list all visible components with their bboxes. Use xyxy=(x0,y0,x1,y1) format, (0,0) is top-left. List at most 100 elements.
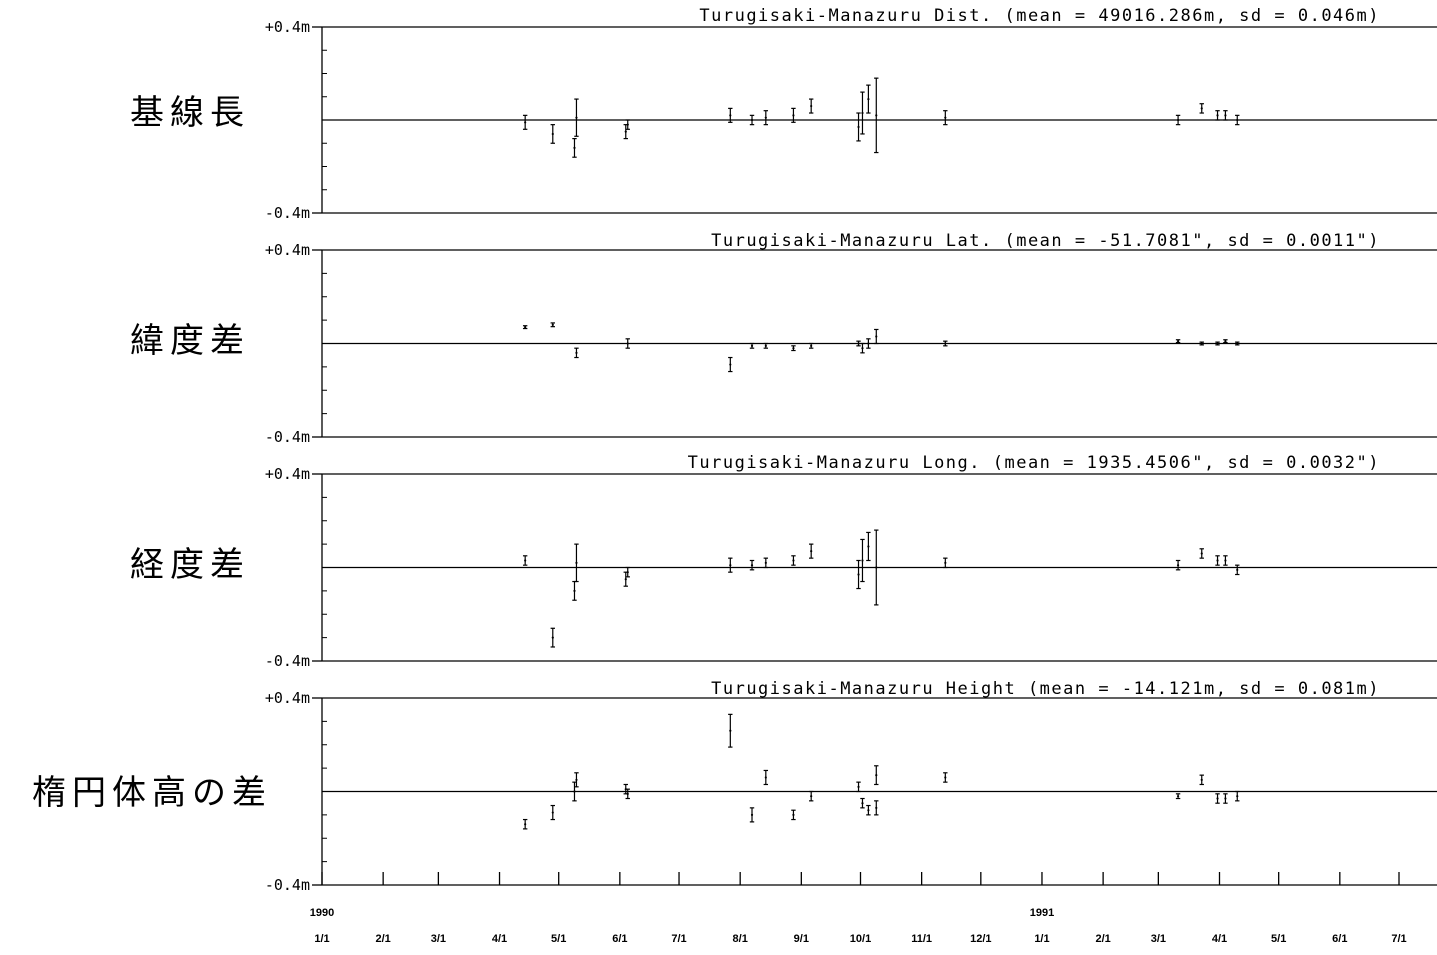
data-point xyxy=(1236,118,1239,122)
data-point xyxy=(867,809,870,812)
data-point xyxy=(792,114,795,117)
data-point xyxy=(1176,340,1180,343)
data-point xyxy=(624,130,627,133)
data-point xyxy=(875,566,878,569)
data-point xyxy=(524,121,527,124)
panel-title: Turugisaki-Manazuru Long. (mean = 1935.4… xyxy=(688,453,1380,473)
data-point xyxy=(810,104,813,108)
data-point xyxy=(861,111,864,115)
data-point xyxy=(1224,114,1227,117)
data-point xyxy=(944,561,947,564)
data-point xyxy=(764,344,767,347)
data-point xyxy=(1216,342,1219,345)
x-tick-label: 7/1 xyxy=(1391,933,1406,945)
x-tick-label: 6/1 xyxy=(1332,933,1347,945)
data-point xyxy=(1176,564,1180,567)
panel-label: 緯度差 xyxy=(130,321,250,361)
data-point xyxy=(729,114,732,117)
data-point xyxy=(524,559,527,562)
panel-title: Turugisaki-Manazuru Height (mean = -14.1… xyxy=(711,679,1380,699)
data-point xyxy=(857,125,860,129)
data-point xyxy=(764,561,767,564)
panel-label: 基線長 xyxy=(130,93,250,133)
x-tick-label: 11/1 xyxy=(911,933,932,945)
data-point xyxy=(626,342,629,345)
data-point xyxy=(626,792,629,795)
data-point xyxy=(1200,778,1203,781)
data-point xyxy=(626,571,629,574)
data-point xyxy=(575,116,578,119)
data-point xyxy=(867,342,870,345)
data-point xyxy=(624,578,627,581)
data-point xyxy=(857,342,860,345)
data-point xyxy=(551,636,554,639)
x-tick-label: 3/1 xyxy=(431,933,446,945)
y-top-label: +0.4m xyxy=(265,689,310,707)
data-point xyxy=(861,559,864,562)
data-point xyxy=(1216,114,1219,117)
y-bottom-label: -0.4m xyxy=(265,652,310,670)
data-point xyxy=(875,774,878,777)
data-point xyxy=(944,342,947,345)
x-tick-label: 9/1 xyxy=(794,933,809,945)
x-tick-label: 12/1 xyxy=(970,933,991,945)
data-point xyxy=(729,729,732,732)
x-tick-label: 5/1 xyxy=(551,933,566,945)
x-tick-label: 2/1 xyxy=(1095,933,1110,945)
data-point xyxy=(626,123,629,126)
data-point xyxy=(875,114,878,117)
data-point xyxy=(1236,795,1239,798)
data-point xyxy=(875,806,878,809)
data-point xyxy=(792,559,795,562)
data-point xyxy=(944,116,947,119)
data-point xyxy=(575,351,578,354)
data-point xyxy=(524,326,527,329)
data-point xyxy=(1176,795,1180,798)
data-point xyxy=(750,564,754,567)
data-point xyxy=(792,347,795,350)
x-tick-label: 4/1 xyxy=(1212,933,1227,945)
x-tick-label: 8/1 xyxy=(733,933,748,945)
x-year-label: 1990 xyxy=(310,907,334,919)
data-point xyxy=(810,550,813,553)
data-point xyxy=(573,589,576,592)
y-top-label: +0.4m xyxy=(265,241,310,259)
data-point xyxy=(750,118,754,122)
data-point xyxy=(750,813,754,816)
x-tick-label: 3/1 xyxy=(1151,933,1166,945)
data-point xyxy=(551,811,554,814)
data-point xyxy=(1216,797,1219,800)
panel-title: Turugisaki-Manazuru Dist. (mean = 49016.… xyxy=(699,6,1380,26)
x-tick-label: 7/1 xyxy=(671,933,686,945)
x-year-label: 1991 xyxy=(1030,907,1054,919)
data-point xyxy=(764,776,767,779)
y-bottom-label: -0.4m xyxy=(265,876,310,894)
y-bottom-label: -0.4m xyxy=(265,204,310,222)
x-tick-label: 6/1 xyxy=(612,933,627,945)
data-point xyxy=(729,363,732,366)
data-point xyxy=(1224,797,1227,800)
data-point xyxy=(575,778,578,781)
data-point xyxy=(1236,342,1239,345)
data-point xyxy=(764,116,767,119)
data-point xyxy=(1216,559,1219,562)
x-tick-label: 1/1 xyxy=(314,933,329,945)
panel-title: Turugisaki-Manazuru Lat. (mean = -51.708… xyxy=(711,231,1380,251)
data-point xyxy=(1200,342,1203,345)
data-point xyxy=(575,561,578,564)
data-point xyxy=(573,790,576,793)
data-point xyxy=(1224,340,1227,343)
x-tick-label: 5/1 xyxy=(1271,933,1286,945)
y-bottom-label: -0.4m xyxy=(265,428,310,446)
panel-label: 経度差 xyxy=(130,545,250,585)
x-tick-label: 10/1 xyxy=(850,933,871,945)
data-point xyxy=(524,823,527,826)
data-point xyxy=(792,813,795,816)
data-point xyxy=(1176,118,1180,122)
y-top-label: +0.4m xyxy=(265,465,310,483)
y-top-label: +0.4m xyxy=(265,18,310,36)
data-point xyxy=(1224,559,1227,562)
data-point xyxy=(551,323,554,326)
data-point xyxy=(810,344,813,347)
